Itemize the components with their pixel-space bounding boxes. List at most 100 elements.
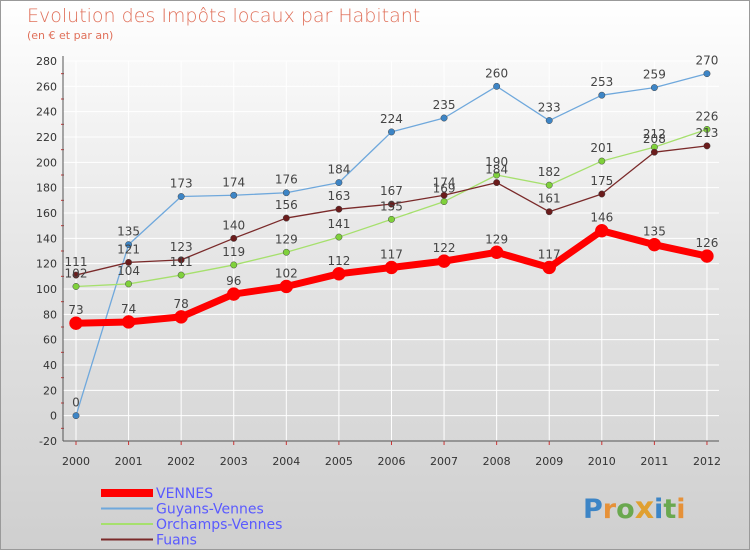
data-point <box>282 248 290 256</box>
data-point <box>703 142 711 150</box>
data-label: 135 <box>117 225 140 239</box>
y-tick-label: 80 <box>43 308 57 321</box>
data-point <box>125 241 133 249</box>
data-label: 123 <box>170 240 193 254</box>
data-label: 190 <box>485 155 508 169</box>
data-label: 104 <box>117 264 140 278</box>
data-point <box>282 189 290 197</box>
axes: -20 0 20 40 60 80 100 120 140 160 180 200 220 240 260 2… <box>36 55 721 468</box>
data-label: 270 <box>696 54 719 68</box>
data-point <box>230 234 238 242</box>
data-point <box>545 181 553 189</box>
data-label: 117 <box>538 247 561 261</box>
y-tick-label: 140 <box>36 232 57 245</box>
data-point <box>703 125 711 133</box>
data-label: 213 <box>696 126 719 140</box>
data-point <box>226 287 241 301</box>
x-tick-label: 2011 <box>640 455 668 468</box>
x-tick-label: 2008 <box>483 455 511 468</box>
data-label: 129 <box>275 232 298 246</box>
data-point <box>598 157 606 165</box>
x-tick-label: 2004 <box>272 455 300 468</box>
data-point <box>545 117 553 124</box>
data-point <box>647 237 662 252</box>
data-point <box>440 114 448 122</box>
legend-label: VENNES <box>156 486 213 502</box>
data-point <box>703 70 711 78</box>
y-tick-label: 200 <box>36 156 57 169</box>
x-tick-label: 2000 <box>62 455 90 468</box>
data-point <box>125 280 133 288</box>
y-tick-label: 240 <box>36 106 57 119</box>
labels-layer: 0 135 173 174 176 184 224 235 260 233 253 259 270 102… <box>65 54 719 410</box>
data-label: 141 <box>327 217 350 231</box>
data-label: 161 <box>538 192 561 206</box>
data-label: 135 <box>643 225 666 239</box>
y-tick-label: -20 <box>39 435 57 448</box>
data-label: 156 <box>275 198 298 212</box>
proxiti-logo: Proxiti <box>583 491 686 526</box>
data-point <box>230 261 238 269</box>
y-tick-label: 60 <box>43 334 57 347</box>
y-tick-label: 180 <box>36 182 57 195</box>
y-tick-label: 120 <box>36 258 57 271</box>
data-label: 96 <box>226 274 241 288</box>
series-layer <box>69 70 714 420</box>
data-label: 111 <box>65 255 88 269</box>
x-tick-label: 2010 <box>588 455 616 468</box>
data-point <box>384 260 399 275</box>
data-label: 122 <box>433 241 456 255</box>
data-point <box>177 256 185 264</box>
data-point <box>493 171 501 179</box>
data-point <box>174 310 188 324</box>
data-label: 78 <box>174 297 189 311</box>
data-point <box>598 91 606 99</box>
data-point <box>72 412 80 420</box>
data-label: 129 <box>485 232 508 246</box>
data-label: 226 <box>696 109 719 123</box>
data-point <box>279 279 294 294</box>
y-tick-label: 280 <box>36 55 57 68</box>
data-point <box>650 148 658 156</box>
data-label: 174 <box>222 175 245 189</box>
data-label: 182 <box>538 165 561 179</box>
data-point <box>332 267 346 281</box>
data-point <box>388 128 395 136</box>
logo-text: Proxiti <box>583 491 686 526</box>
data-label: 184 <box>327 163 350 177</box>
data-point <box>72 283 80 290</box>
data-point <box>598 190 606 198</box>
data-point <box>493 82 501 90</box>
y-tick-label: 0 <box>50 410 57 423</box>
data-label: 112 <box>327 254 350 268</box>
x-tick-label: 2012 <box>693 455 721 468</box>
data-point <box>493 179 501 187</box>
data-label: 121 <box>117 242 140 256</box>
data-label: 233 <box>538 101 561 115</box>
x-tick-label: 2006 <box>377 455 405 468</box>
data-label: 73 <box>68 303 83 317</box>
x-tick-label: 2002 <box>167 455 195 468</box>
data-point <box>282 214 290 222</box>
data-label: 146 <box>590 211 613 225</box>
data-label: 0 <box>72 396 80 410</box>
data-point <box>177 193 185 200</box>
y-tick-label: 100 <box>36 283 57 296</box>
chart-subtitle: (en € et par an) <box>27 29 114 42</box>
x-tick-label: 2007 <box>430 455 458 468</box>
data-label: 155 <box>380 199 403 213</box>
data-label: 126 <box>696 236 719 250</box>
data-point <box>650 84 658 92</box>
x-tick-label: 2001 <box>115 455 143 468</box>
data-label: 176 <box>275 173 298 187</box>
legend-label: Fuans <box>156 533 197 549</box>
data-label: 260 <box>485 66 508 80</box>
data-label: 201 <box>590 141 613 155</box>
data-label: 224 <box>380 112 403 126</box>
data-point <box>335 179 343 187</box>
data-label: 173 <box>170 177 193 191</box>
data-label: 102 <box>65 266 88 280</box>
data-point <box>121 315 136 329</box>
data-label: 235 <box>433 98 456 112</box>
